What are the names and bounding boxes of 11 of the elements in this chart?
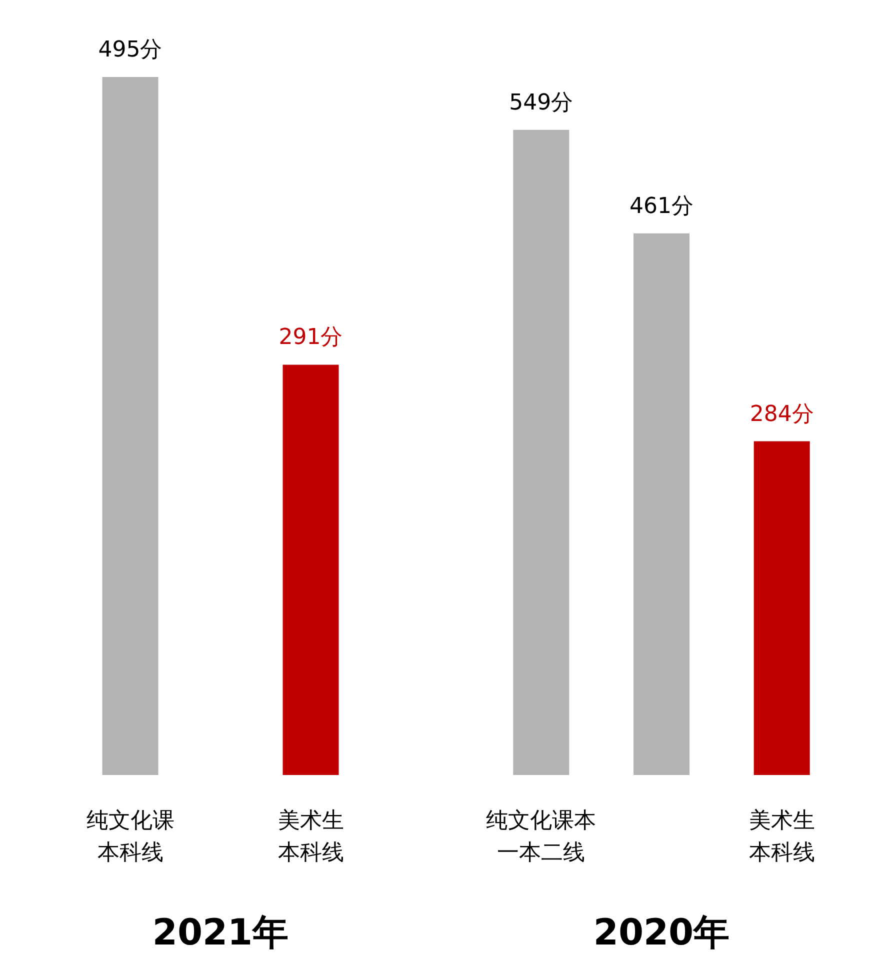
x-tick-label: 纯文化课本科线 bbox=[86, 808, 174, 866]
x-tick-label: 纯文化课本一本二线 bbox=[486, 808, 596, 866]
data-label: 284分 bbox=[750, 402, 814, 427]
x-tick-label: 美术生本科线 bbox=[748, 808, 815, 866]
data-label: 291分 bbox=[278, 325, 343, 350]
data-label: 495分 bbox=[98, 38, 162, 63]
data-label: 549分 bbox=[509, 90, 574, 116]
x-tick-label: 美术生本科线 bbox=[278, 808, 344, 866]
x-axis-title: 2020年 bbox=[593, 912, 730, 954]
data-label: 461分 bbox=[630, 194, 694, 219]
x-axis-title: 2021年 bbox=[152, 912, 289, 954]
